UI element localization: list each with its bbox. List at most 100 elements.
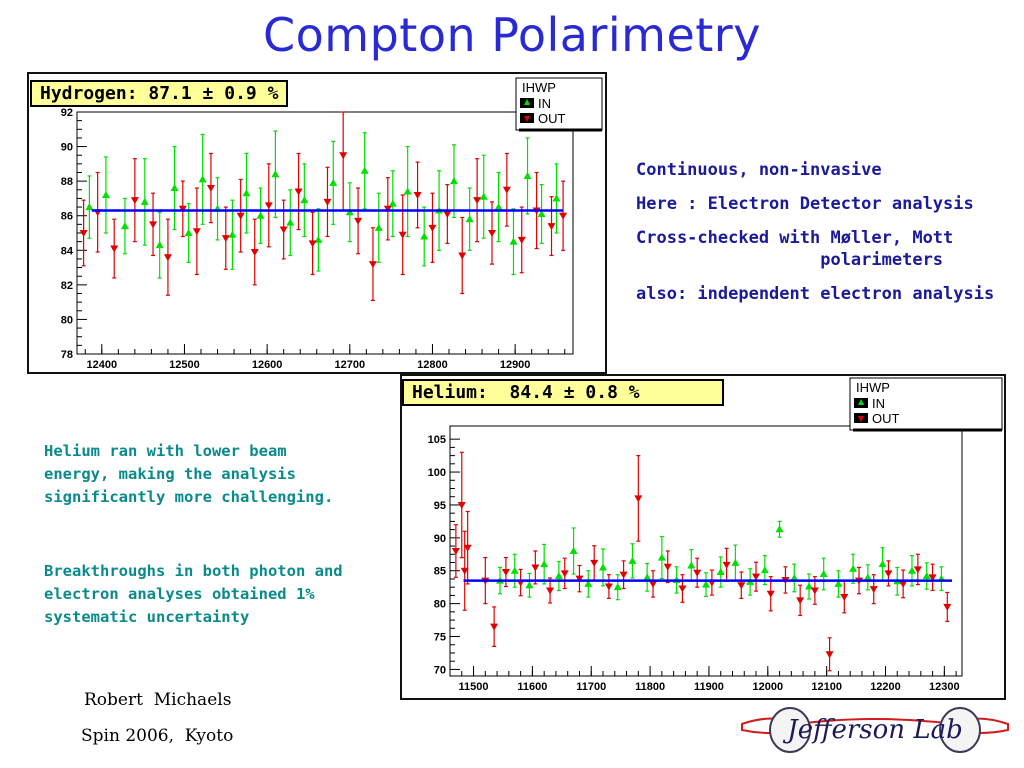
data-point <box>308 211 317 276</box>
data-point <box>643 562 652 592</box>
data-point <box>242 152 251 234</box>
marker-down <box>339 152 348 160</box>
note-line: electron analyses obtained 1% <box>44 585 315 603</box>
data-point <box>149 192 158 257</box>
marker-up <box>613 583 622 591</box>
data-point <box>155 211 164 279</box>
marker-down <box>899 580 908 588</box>
marker-up <box>537 209 546 217</box>
legend-entry: IN <box>872 396 885 411</box>
marker-up <box>286 218 295 226</box>
marker-up <box>523 171 532 179</box>
data-point <box>256 187 265 244</box>
data-point <box>899 569 908 599</box>
data-point <box>502 152 511 227</box>
data-point <box>922 562 931 590</box>
data-point <box>473 158 482 243</box>
legend-box <box>849 377 1003 431</box>
marker-up <box>863 573 872 581</box>
data-point <box>368 227 377 302</box>
data-point <box>547 196 556 257</box>
conference-name: Spin 2006, Kyoto <box>81 726 234 746</box>
marker-up <box>374 223 383 231</box>
y-tick-label: 88 <box>61 176 73 188</box>
bullet-item: polarimeters <box>636 250 944 270</box>
logo-text: Jefferson Lab <box>782 715 962 745</box>
data-point <box>458 216 467 295</box>
marker-up <box>907 566 916 574</box>
x-tick-label: 12200 <box>870 681 901 693</box>
author-name: Robert Michaels <box>84 690 232 710</box>
data-point <box>693 557 702 588</box>
marker-up <box>449 177 458 185</box>
marker-down <box>323 198 332 206</box>
marker-down <box>354 217 363 225</box>
data-point <box>575 564 584 593</box>
marker-down <box>458 252 467 260</box>
marker-up <box>716 568 725 576</box>
marker-up <box>584 579 593 587</box>
data-point <box>465 187 474 251</box>
marker-down <box>884 570 893 578</box>
marker-up <box>510 566 519 574</box>
x-tick-label: 12900 <box>500 359 531 371</box>
marker-up <box>878 560 887 568</box>
marker-up <box>465 215 474 223</box>
marker-down <box>604 583 613 591</box>
marker-up <box>388 199 397 207</box>
data-point <box>552 163 561 234</box>
marker-up <box>509 237 518 245</box>
data-point <box>300 163 309 238</box>
data-point <box>554 560 563 592</box>
marker-up <box>329 178 338 186</box>
data-point <box>752 561 761 592</box>
data-point <box>531 550 540 585</box>
marker-down <box>547 223 556 231</box>
data-point <box>403 145 412 238</box>
marker-down <box>619 571 628 579</box>
y-tick-label: 80 <box>61 314 73 326</box>
legend-marker <box>858 399 864 405</box>
data-point <box>221 206 230 270</box>
marker-down <box>590 559 599 567</box>
data-point <box>101 156 110 234</box>
marker-down <box>457 501 466 509</box>
marker-up <box>552 194 561 202</box>
marker-up <box>420 232 429 240</box>
data-point <box>451 524 460 578</box>
data-point <box>863 564 872 591</box>
data-point <box>613 574 622 601</box>
marker-up <box>628 556 637 564</box>
bullet-item: Cross-checked with Møller, Mott <box>636 228 954 248</box>
marker-down <box>693 569 702 577</box>
marker-up <box>834 579 843 587</box>
data-point <box>849 553 858 584</box>
data-point <box>443 183 452 244</box>
data-point <box>517 206 526 274</box>
data-point <box>663 550 672 584</box>
legend-entry: OUT <box>538 111 566 126</box>
data-point <box>463 510 472 585</box>
data-point <box>85 175 94 239</box>
marker-down <box>473 197 482 205</box>
data-point <box>559 180 568 251</box>
y-tick-label: 80 <box>434 599 446 611</box>
marker-up <box>120 222 129 230</box>
data-point <box>702 572 710 597</box>
data-point <box>192 187 201 276</box>
marker-down <box>649 580 658 588</box>
marker-down <box>517 236 526 244</box>
x-tick-label: 12100 <box>811 681 842 693</box>
marker-up <box>922 572 931 579</box>
marker-down <box>840 594 849 602</box>
y-tick-label: 92 <box>61 107 73 119</box>
y-tick-label: 85 <box>434 566 446 578</box>
data-point <box>775 520 784 538</box>
marker-down <box>501 569 510 577</box>
data-point <box>360 132 369 210</box>
marker-down <box>294 188 303 196</box>
hydrogen-label: Hydrogen: 87.1 ± 0.9 % <box>30 80 289 107</box>
data-point <box>170 145 179 231</box>
legend-entry: IN <box>538 96 551 111</box>
